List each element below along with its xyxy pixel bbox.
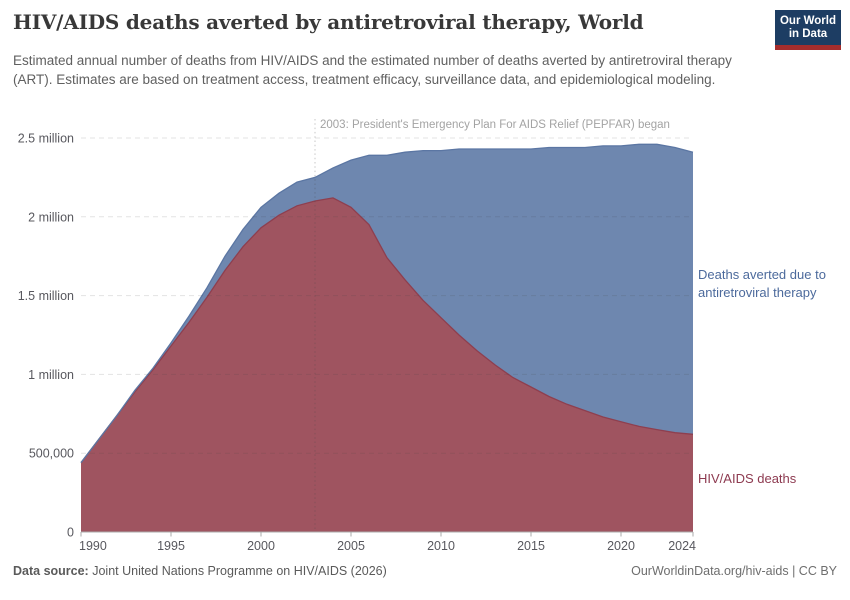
chart-subtitle: Estimated annual number of deaths from H… xyxy=(13,53,732,87)
y-axis-label: 1.5 million xyxy=(18,289,74,303)
logo-line2: in Data xyxy=(788,28,828,40)
y-axis-label: 0 xyxy=(67,526,74,540)
data-source-value: Joint United Nations Programme on HIV/AI… xyxy=(92,564,387,578)
y-axis-label: 1 million xyxy=(28,368,74,382)
data-source-label: Data source: xyxy=(13,564,89,578)
x-axis-label: 2020 xyxy=(607,539,635,553)
logo-line1: Our World xyxy=(779,15,836,27)
owid-logo[interactable]: Our World in Data xyxy=(775,10,841,50)
y-axis: 0 500,000 1 million 1.5 million 2 million 2.5… xyxy=(18,132,74,540)
y-axis-label: 2 million xyxy=(28,210,74,224)
x-axis: 1990 1995 2000 2005 2010 2015 2020 2024 xyxy=(79,531,696,553)
data-source: Data source: Joint United Nations Progra… xyxy=(13,564,387,578)
y-axis-label: 500,000 xyxy=(29,447,74,461)
total-deaths-averted-line xyxy=(80,143,694,464)
x-axis-label: 2015 xyxy=(517,539,545,553)
series-label-deaths: HIV/AIDS deaths xyxy=(698,471,797,486)
x-axis-label: 1995 xyxy=(157,539,185,553)
y-axis-label: 2.5 million xyxy=(18,132,74,146)
footer: Data source: Joint United Nations Progra… xyxy=(13,564,837,578)
hiv-deaths-line xyxy=(80,197,694,464)
footer-link[interactable]: OurWorldinData.org/hiv-aids | CC BY xyxy=(631,564,837,578)
x-axis-label: 2005 xyxy=(337,539,365,553)
pepfar-annotation: 2003: President's Emergency Plan For AID… xyxy=(320,119,670,131)
area-hiv-deaths[interactable] xyxy=(81,197,693,532)
area-deaths-averted[interactable] xyxy=(81,144,693,463)
page-title: HIV/AIDS deaths averted by antiretrovira… xyxy=(13,10,644,34)
x-axis-label: 1990 xyxy=(79,539,107,553)
x-axis-label: 2024 xyxy=(668,539,696,553)
x-axis-label: 2010 xyxy=(427,539,455,553)
x-axis-label: 2000 xyxy=(247,539,275,553)
gridlines xyxy=(81,137,693,454)
series-label-averted: Deaths averted due to antiretroviral the… xyxy=(698,267,826,300)
